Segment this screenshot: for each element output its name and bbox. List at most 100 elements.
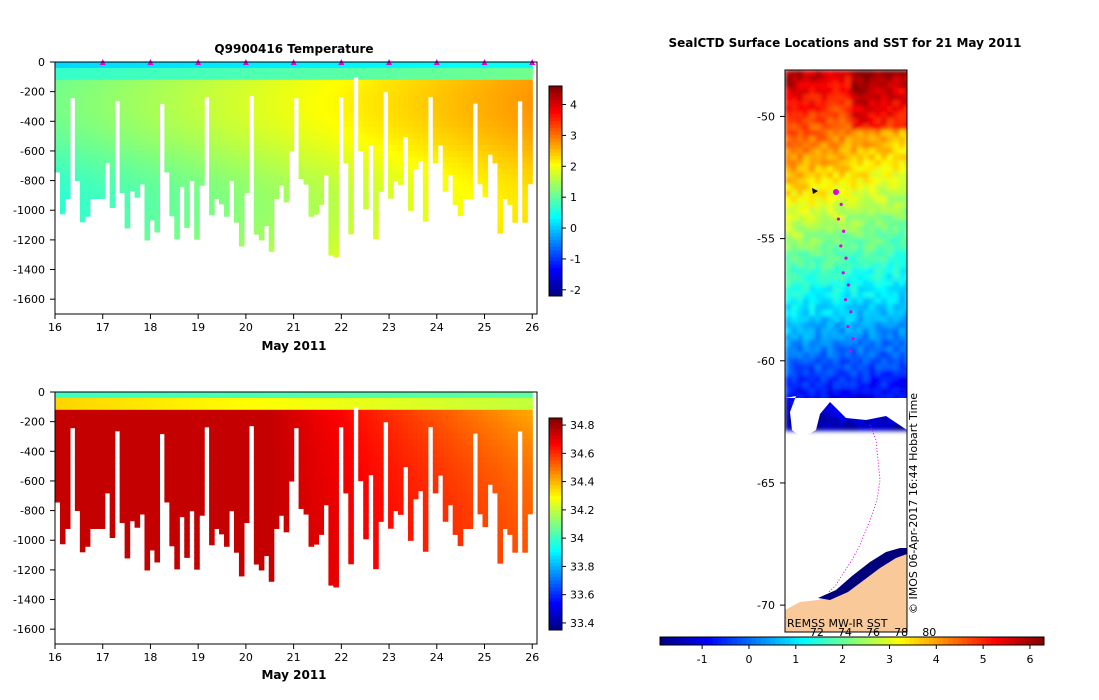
section-cell [139, 73, 146, 81]
sst-cell [869, 232, 876, 239]
section-cell [179, 475, 185, 482]
colorbar-segment [549, 622, 562, 627]
sst-cell [845, 202, 852, 209]
section-cell [84, 445, 91, 452]
section-cell [233, 486, 240, 494]
section-cell [343, 79, 349, 87]
sst-cell [803, 196, 810, 203]
section-cell [164, 67, 170, 75]
section-cell [238, 522, 245, 529]
section-cell [308, 109, 315, 116]
section-cell [502, 150, 508, 158]
section-cell [224, 451, 230, 458]
section-cell [258, 516, 265, 524]
section-cell [253, 433, 260, 441]
section-cell [184, 409, 190, 417]
sst-cell [851, 142, 858, 149]
section-cell [278, 97, 285, 105]
section-cell [144, 403, 151, 411]
section-cell [507, 133, 513, 140]
sst-cell [899, 238, 906, 245]
section-cell [124, 67, 131, 75]
section-cell [224, 210, 230, 217]
section-cell [179, 480, 185, 488]
section-cell [507, 73, 513, 81]
section-cell [417, 409, 424, 417]
section-cell [199, 439, 205, 446]
section-cell [174, 392, 180, 399]
section-cell [328, 581, 334, 586]
section-cell [238, 546, 245, 553]
section-cell [228, 421, 235, 429]
section-cell [189, 103, 195, 111]
section-cell [432, 439, 439, 446]
section-cell [194, 534, 200, 541]
section-cell [159, 91, 165, 99]
sst-cell [791, 190, 798, 197]
section-cell [462, 397, 469, 405]
section-cell [358, 427, 364, 435]
x-tick-label: 19 [191, 651, 205, 664]
section-cell [129, 403, 136, 411]
sst-cell [827, 112, 834, 119]
section-cell [174, 445, 180, 452]
section-cell [437, 457, 444, 464]
section-cell [228, 156, 235, 164]
section-cell [84, 498, 91, 506]
section-cell [109, 516, 116, 524]
sst-cell [851, 208, 858, 215]
section-cell [398, 415, 404, 423]
sst-cell [833, 76, 840, 83]
section-cell [124, 486, 131, 494]
section-cell [248, 91, 255, 97]
section-cell [174, 510, 180, 518]
section-cell [268, 174, 275, 182]
colorbar-segment [549, 121, 562, 125]
section-cell [323, 91, 330, 99]
section-cell [437, 403, 444, 411]
sst-cell [815, 232, 822, 239]
section-cell [184, 121, 190, 128]
sst-cell [839, 118, 846, 125]
section-cell [189, 433, 195, 441]
section-cell [209, 403, 215, 411]
section-cell [84, 480, 91, 488]
sst-cell [803, 232, 810, 239]
section-cell [258, 127, 265, 134]
section-cell [492, 397, 499, 405]
x-tick-label: 21 [287, 321, 301, 334]
section-cell [184, 445, 190, 452]
section-cell [308, 534, 315, 541]
section-cell [89, 480, 96, 488]
section-cell [283, 192, 290, 199]
section-cell [388, 403, 394, 411]
section-cell [74, 415, 81, 423]
sst-cell [791, 244, 798, 251]
section-cell [169, 79, 175, 87]
section-cell [492, 475, 499, 482]
colorbar-segment [549, 89, 562, 94]
section-cell [527, 392, 533, 399]
section-cell [184, 397, 190, 405]
sst-cell [899, 202, 906, 209]
section-cell [174, 222, 180, 229]
sst-cell [875, 142, 882, 149]
section-cell [149, 180, 156, 188]
section-cell [84, 145, 91, 152]
sst-cell [791, 148, 798, 155]
section-cell [358, 463, 364, 470]
section-cell [393, 433, 399, 441]
section-cell [209, 528, 215, 535]
section-cell [393, 73, 399, 81]
sst-cell [863, 196, 870, 203]
section-cell [248, 73, 255, 81]
section-cell [393, 127, 399, 134]
section-cell [497, 516, 504, 524]
section-cell [139, 115, 146, 122]
section-cell [55, 67, 61, 75]
section-cell [457, 475, 464, 482]
section-cell [139, 103, 146, 111]
section-cell [398, 486, 404, 494]
section-cell [268, 245, 275, 252]
section-cell [462, 133, 469, 140]
